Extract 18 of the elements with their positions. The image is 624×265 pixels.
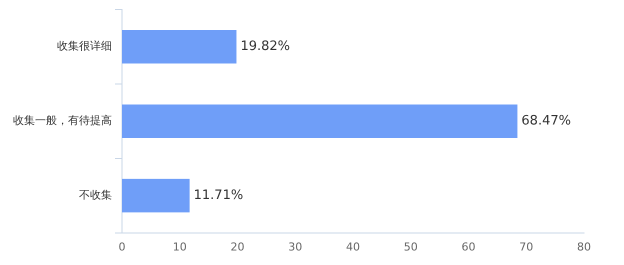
bar xyxy=(122,178,190,212)
x-tick-label: 70 xyxy=(519,240,534,254)
bar xyxy=(122,104,518,138)
data-label: 19.82% xyxy=(240,39,290,54)
y-tick-label: 收集很详细 xyxy=(57,40,112,53)
x-tick-label: 60 xyxy=(462,240,476,254)
x-tick-label: 40 xyxy=(346,240,360,254)
x-tick-label: 20 xyxy=(230,240,244,254)
data-label: 68.47% xyxy=(521,114,571,129)
x-tick-label: 80 xyxy=(577,240,591,254)
x-tick-label: 0 xyxy=(118,240,126,254)
bar xyxy=(122,30,236,64)
data-label: 11.71% xyxy=(194,188,244,203)
x-tick-label: 10 xyxy=(172,240,187,254)
y-tick-label: 收集一般，有待提高 xyxy=(13,114,112,128)
y-tick-label: 不收集 xyxy=(79,188,112,202)
x-tick-label: 30 xyxy=(288,240,302,254)
x-tick-label: 50 xyxy=(404,240,418,254)
